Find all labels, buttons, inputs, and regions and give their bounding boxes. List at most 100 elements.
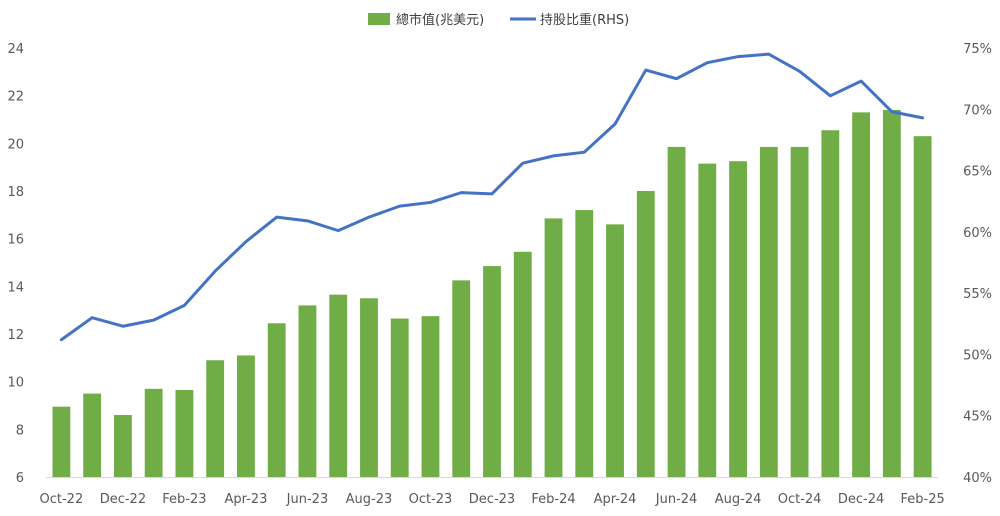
y-axis-right: 40% 45% 50% 55% 60% 65% 70% 75% xyxy=(963,42,992,486)
line-point-Mar-24 xyxy=(583,151,585,153)
bar-Oct-23 xyxy=(421,316,440,478)
y2-tick-label: 40% xyxy=(963,471,992,486)
x-tick-label: Aug-23 xyxy=(346,492,393,507)
line-series xyxy=(59,52,925,342)
bar-Feb-23 xyxy=(175,390,194,477)
x-tick-label: Jun-23 xyxy=(286,492,329,507)
legend-label-bar: 總市值(兆美元) xyxy=(396,12,484,28)
bar-May-23 xyxy=(267,323,286,477)
bar-Nov-23 xyxy=(452,280,471,478)
y-tick-label: 6 xyxy=(16,471,24,486)
x-tick-label: Oct-23 xyxy=(409,492,453,507)
bar-Dec-24 xyxy=(852,112,871,477)
line-point-Nov-22 xyxy=(91,317,93,319)
bar-Nov-24 xyxy=(821,130,840,477)
bar-Jul-23 xyxy=(329,294,348,477)
y-tick-label: 20 xyxy=(7,137,24,152)
line-point-Feb-23 xyxy=(183,304,185,306)
y2-tick-label: 45% xyxy=(963,410,992,425)
y2-tick-label: 70% xyxy=(963,103,992,118)
bar-Mar-24 xyxy=(575,210,594,477)
bar-Jan-25 xyxy=(882,109,901,477)
line-point-Apr-23 xyxy=(245,241,247,243)
x-tick-label: Feb-25 xyxy=(900,492,944,507)
line-point-Jan-24 xyxy=(522,162,524,164)
x-tick-label: Aug-24 xyxy=(715,492,762,507)
bar-May-24 xyxy=(636,191,655,477)
x-tick-label: Oct-24 xyxy=(778,492,822,507)
bar-Dec-23 xyxy=(483,266,501,477)
y2-tick-label: 65% xyxy=(963,165,992,180)
line-point-Nov-23 xyxy=(460,192,462,194)
y-tick-label: 24 xyxy=(7,42,24,57)
x-tick-label: Apr-23 xyxy=(224,492,267,507)
x-axis: Oct-22 Dec-22 Feb-23 Apr-23 Jun-23 Aug-23 Oct-… xyxy=(40,477,945,507)
bar-Nov-22 xyxy=(83,393,102,477)
line-point-Oct-23 xyxy=(429,201,431,203)
x-tick-label: Apr-24 xyxy=(594,492,637,507)
line-point-Sep-24 xyxy=(768,53,770,55)
line-point-Jul-23 xyxy=(337,230,339,232)
bar-Aug-23 xyxy=(360,298,378,477)
y-tick-label: 12 xyxy=(7,328,24,343)
x-tick-label: Feb-23 xyxy=(162,492,206,507)
x-tick-label: Oct-22 xyxy=(40,492,84,507)
legend-swatch-bar xyxy=(368,13,390,25)
bar-Jun-24 xyxy=(667,146,686,477)
line-point-Mar-23 xyxy=(214,270,216,272)
line-point-Dec-24 xyxy=(860,80,862,82)
y2-tick-label: 50% xyxy=(963,348,992,363)
line-point-Nov-24 xyxy=(829,95,831,97)
bar-Apr-23 xyxy=(237,355,255,477)
bar-Jan-24 xyxy=(513,251,532,477)
line-point-Sep-23 xyxy=(399,205,401,207)
y-axis-left: 6 8 10 12 14 16 18 20 22 24 xyxy=(7,42,24,486)
y-tick-label: 8 xyxy=(16,423,24,438)
y-tick-label: 14 xyxy=(7,280,24,295)
bar-Jun-23 xyxy=(298,305,317,477)
line-point-Jun-23 xyxy=(306,220,308,222)
bar-Jul-24 xyxy=(698,163,717,477)
line-point-Jun-24 xyxy=(676,78,678,80)
legend: 總市值(兆美元) 持股比重(RHS) xyxy=(368,12,629,28)
bar-Sep-24 xyxy=(759,146,778,477)
bar-Feb-25 xyxy=(913,136,932,477)
bar-Dec-22 xyxy=(113,415,132,477)
line-point-Oct-22 xyxy=(60,339,62,341)
bar-Oct-24 xyxy=(790,146,809,477)
y-tick-label: 10 xyxy=(7,376,24,391)
legend-label-line: 持股比重(RHS) xyxy=(540,12,629,28)
bar-Sep-23 xyxy=(390,318,409,477)
line-point-Aug-23 xyxy=(368,216,370,218)
line-point-Jul-24 xyxy=(706,62,708,64)
y-tick-label: 22 xyxy=(7,90,24,105)
y-tick-label: 18 xyxy=(7,185,24,200)
line-point-Dec-23 xyxy=(491,193,493,195)
x-tick-label: Feb-24 xyxy=(531,492,575,507)
line-point-May-24 xyxy=(645,69,647,71)
line-point-Dec-22 xyxy=(122,325,124,327)
y2-tick-label: 75% xyxy=(963,42,992,57)
x-tick-label: Dec-23 xyxy=(469,492,515,507)
bar-Jan-23 xyxy=(144,388,163,477)
line-point-Oct-24 xyxy=(799,70,801,72)
x-tick-label: Dec-24 xyxy=(838,492,884,507)
y-tick-label: 16 xyxy=(7,233,24,248)
line-point-Jan-23 xyxy=(153,319,155,321)
line-point-Feb-24 xyxy=(553,155,555,157)
bar-Apr-24 xyxy=(606,224,624,477)
bar-Mar-23 xyxy=(206,360,225,477)
line-point-Feb-25 xyxy=(922,117,924,119)
line-point-Jan-25 xyxy=(891,111,893,113)
line-point-May-23 xyxy=(276,216,278,218)
y2-tick-label: 55% xyxy=(963,287,992,302)
x-tick-label: Jun-24 xyxy=(655,492,698,507)
line-point-Aug-24 xyxy=(737,56,739,58)
bar-series xyxy=(52,109,932,478)
bar-Feb-24 xyxy=(544,218,563,477)
y2-tick-label: 60% xyxy=(963,226,992,241)
bar-Aug-24 xyxy=(729,161,747,477)
line-point-Apr-24 xyxy=(614,123,616,125)
